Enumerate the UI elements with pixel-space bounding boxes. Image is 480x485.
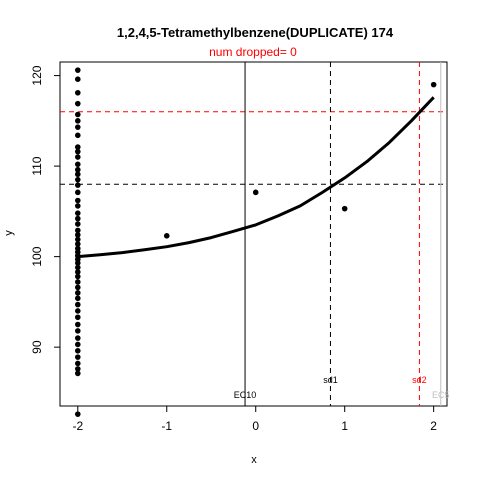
data-point	[74, 269, 81, 275]
data-point	[252, 189, 259, 196]
data-point	[74, 366, 81, 372]
x-tick-label: 0	[252, 419, 259, 433]
y-axis-label: y	[3, 230, 15, 236]
data-point	[74, 279, 81, 285]
data-point	[163, 233, 170, 239]
reference-line-label: EC10	[234, 390, 257, 400]
data-point	[74, 314, 81, 321]
data-point	[74, 232, 81, 238]
data-point	[74, 132, 81, 139]
chart-subtitle: num dropped= 0	[209, 45, 297, 59]
data-point	[74, 100, 81, 107]
data-point	[74, 182, 81, 188]
data-point	[74, 189, 81, 196]
data-point	[74, 118, 81, 124]
data-point	[74, 347, 81, 354]
data-point	[74, 67, 81, 73]
x-tick-label: 1	[341, 419, 348, 433]
data-point	[341, 205, 348, 212]
data-point	[74, 197, 81, 204]
data-point	[74, 341, 81, 348]
data-point	[74, 321, 81, 328]
reference-line-label: EC5	[432, 390, 450, 400]
y-tick-label: 120	[30, 65, 44, 85]
data-point	[74, 221, 81, 227]
data-point	[74, 215, 81, 222]
data-point	[74, 171, 81, 178]
x-tick-label: -1	[161, 419, 172, 433]
data-point	[74, 236, 81, 243]
data-point	[74, 241, 81, 247]
reference-line-label: sd2	[412, 375, 427, 385]
data-point	[74, 203, 81, 209]
data-point	[74, 166, 81, 173]
data-point	[74, 284, 81, 291]
data-point	[74, 301, 81, 308]
data-point	[74, 144, 81, 150]
data-point	[74, 264, 81, 271]
data-point	[74, 290, 81, 296]
data-point	[74, 210, 81, 216]
data-point	[74, 411, 81, 417]
data-point	[74, 354, 81, 360]
data-point	[74, 76, 81, 82]
plot-frame	[59, 61, 448, 407]
data-point	[74, 154, 81, 160]
data-point	[74, 148, 81, 155]
y-tick-label: 100	[30, 246, 44, 266]
x-axis-label: x	[251, 454, 257, 466]
data-point	[74, 295, 81, 302]
chart-title: 1,2,4,5-Tetramethylbenzene(DUPLICATE) 17…	[117, 25, 394, 40]
y-tick-label: 110	[30, 156, 44, 175]
data-point	[74, 111, 81, 118]
data-point	[74, 370, 81, 377]
fitted-curve	[77, 96, 435, 259]
data-point	[430, 81, 437, 88]
x-tick-label: -2	[72, 419, 83, 433]
data-point	[74, 308, 81, 314]
plot-area: -2 -1 0 1 2 90 100 110 120 EC10 sd1 sd2 EC5	[30, 61, 450, 433]
reference-line-label: sd1	[323, 375, 338, 385]
data-point	[74, 328, 81, 334]
data-point	[74, 273, 81, 280]
data-point	[74, 124, 81, 130]
data-point	[74, 360, 81, 367]
data-point	[74, 161, 81, 168]
y-tick-label: 90	[30, 340, 44, 354]
x-tick-label: 2	[430, 419, 437, 433]
data-point	[74, 260, 81, 266]
data-point	[74, 176, 81, 183]
data-point	[74, 89, 81, 96]
data-point	[74, 227, 81, 234]
data-point	[74, 335, 81, 341]
